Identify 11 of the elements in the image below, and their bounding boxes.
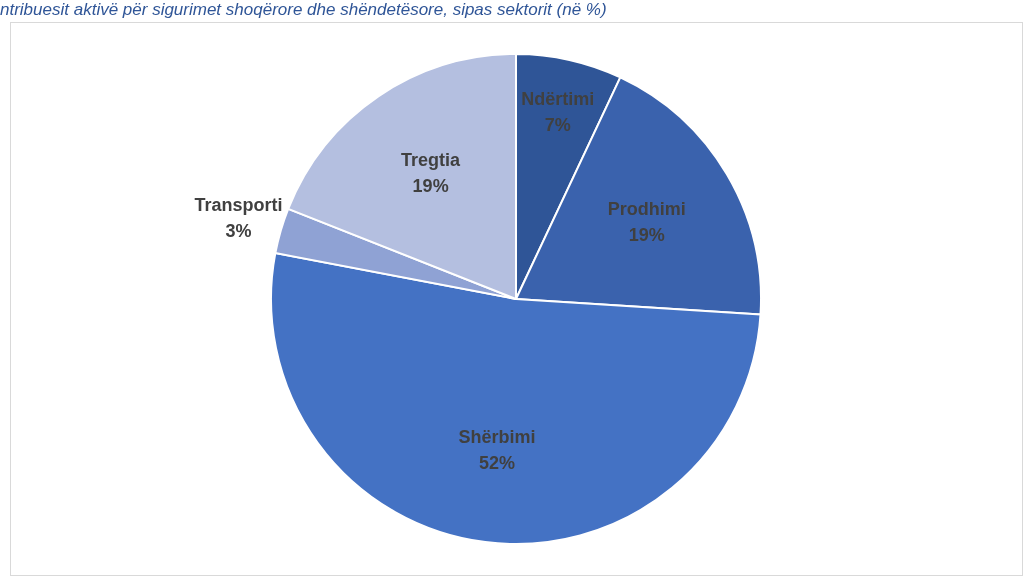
data-label: 52%	[478, 452, 515, 473]
data-label: 19%	[628, 224, 665, 245]
slice-label: Shërbimi	[458, 426, 536, 447]
chart-title: ntribuesit aktivë për sigurimet shoqërore dhe shëndetësore, sipas sektorit (në %)	[0, 0, 607, 20]
data-label: 19%	[412, 176, 449, 197]
slice-label: Transporti	[194, 195, 283, 216]
data-label: 7%	[544, 115, 571, 136]
slice-label: Tregtia	[401, 150, 462, 171]
data-label: 3%	[225, 221, 252, 242]
slice-label: Ndërtimi	[521, 89, 595, 110]
slice-label: Prodhimi	[607, 198, 686, 219]
